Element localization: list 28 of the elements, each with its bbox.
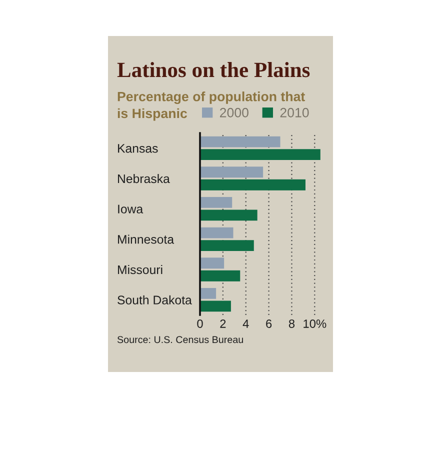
bar bbox=[200, 136, 280, 148]
bar bbox=[200, 210, 258, 221]
x-tick-label: 8 bbox=[288, 319, 295, 328]
bar bbox=[200, 227, 234, 238]
bar bbox=[200, 240, 254, 251]
y-tick-label: Missouri bbox=[118, 265, 162, 274]
chart-title: Latinos on the Plains bbox=[117, 62, 310, 78]
x-tick-label: 0 bbox=[197, 319, 203, 328]
bar bbox=[200, 166, 264, 178]
bar bbox=[200, 270, 240, 282]
x-tick-label: 2 bbox=[220, 319, 226, 328]
legend-label: 2010 bbox=[280, 108, 309, 118]
x-tick-label: 6 bbox=[266, 319, 272, 328]
legend-label: 2000 bbox=[220, 108, 248, 118]
y-tick-label: South Dakota bbox=[118, 295, 192, 304]
bar bbox=[200, 179, 306, 190]
source-note: Source: U.S. Census Bureau bbox=[117, 336, 243, 344]
y-tick-label: Iowa bbox=[118, 204, 144, 214]
bar bbox=[200, 258, 224, 269]
bar bbox=[200, 288, 216, 299]
bar bbox=[200, 300, 231, 312]
y-tick-label: Minnesota bbox=[118, 234, 174, 244]
bar bbox=[200, 149, 320, 160]
x-tick-label: 10% bbox=[304, 319, 326, 328]
x-tick-label: 4 bbox=[242, 320, 249, 328]
y-tick-label: Nebraska bbox=[118, 174, 170, 184]
bar bbox=[200, 197, 232, 208]
y-tick-label: Kansas bbox=[118, 144, 158, 153]
